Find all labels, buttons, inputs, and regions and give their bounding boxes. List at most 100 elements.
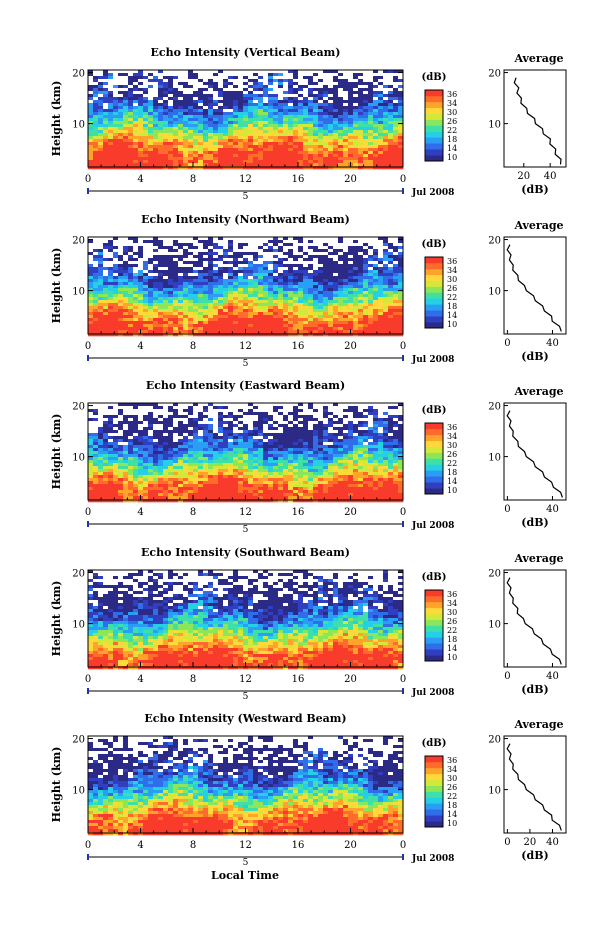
heatmap-cell [393, 258, 398, 261]
colorbar-tick-label: 26 [447, 117, 457, 126]
heatmap-cell [373, 79, 378, 82]
heatmap-cell [118, 97, 123, 100]
heatmap-cell [193, 124, 198, 127]
heatmap-cell [223, 121, 228, 124]
heatmap-cell [138, 124, 143, 127]
heatmap-cell [378, 258, 383, 261]
heatmap-cell [223, 288, 228, 291]
heatmap-cell [238, 430, 243, 433]
heatmap-cell [258, 139, 263, 142]
heatmap-cell [343, 240, 348, 243]
heatmap-cell [103, 270, 108, 273]
heatmap-cell [238, 85, 243, 88]
heatmap-cell [383, 264, 388, 267]
heatmap-cell [183, 88, 188, 91]
heatmap-cell [113, 130, 118, 133]
heatmap-cell [333, 276, 338, 279]
heatmap-cell [128, 418, 133, 421]
heatmap-cell [238, 427, 243, 430]
heatmap-cell [328, 294, 333, 297]
heatmap-cell [198, 246, 203, 249]
heatmap-cell [233, 264, 238, 267]
heatmap-cell [378, 103, 383, 106]
heatmap-cell [358, 291, 363, 294]
heatmap-cell [248, 154, 253, 157]
heatmap-cell [283, 279, 288, 282]
heatmap-cell [383, 303, 388, 306]
heatmap-cell [88, 133, 93, 136]
heatmap-cell [288, 163, 293, 166]
heatmap-cell [108, 424, 113, 427]
heatmap-cell [283, 297, 288, 300]
heatmap-cell [213, 270, 218, 273]
heatmap-cell [188, 130, 193, 133]
heatmap-cell [383, 133, 388, 136]
heatmap-cell [93, 303, 98, 306]
heatmap-cell [128, 85, 133, 88]
heatmap-cell [153, 421, 158, 424]
heatmap-cell [138, 97, 143, 100]
heatmap-cell [393, 267, 398, 270]
heatmap-cell [133, 258, 138, 261]
heatmap-cell [238, 103, 243, 106]
heatmap-cell [358, 303, 363, 306]
heatmap-cell [138, 261, 143, 264]
heatmap-cell [193, 433, 198, 436]
heatmap-cell [278, 430, 283, 433]
heatmap-cell [273, 136, 278, 139]
heatmap-cell [173, 73, 178, 76]
heatmap-cell [258, 312, 263, 315]
heatmap-cell [293, 309, 298, 312]
heatmap-cell [188, 133, 193, 136]
heatmap-cell [343, 88, 348, 91]
heatmap-cell [213, 127, 218, 130]
heatmap-cell [283, 294, 288, 297]
heatmap-cell [328, 127, 333, 130]
heatmap-cell [298, 276, 303, 279]
heatmap-cell [318, 333, 323, 336]
heatmap-cell [128, 160, 133, 163]
heatmap-cell [248, 273, 253, 276]
heatmap-cell [353, 103, 358, 106]
heatmap-cell [138, 142, 143, 145]
heatmap-cell [393, 276, 398, 279]
heatmap-cell [298, 118, 303, 121]
heatmap-cell [278, 79, 283, 82]
heatmap-cell [163, 151, 168, 154]
heatmap-cell [183, 166, 188, 169]
heatmap-cell [203, 267, 208, 270]
heatmap-cell [128, 121, 133, 124]
heatmap-cell [148, 261, 153, 264]
heatmap-cell [178, 327, 183, 330]
heatmap-cell [163, 285, 168, 288]
heatmap-cell [148, 291, 153, 294]
heatmap-cell [268, 327, 273, 330]
heatmap-cell [143, 279, 148, 282]
heatmap-cell [258, 264, 263, 267]
heatmap-cell [218, 300, 223, 303]
heatmap-cell [273, 255, 278, 258]
heatmap-cell [98, 406, 103, 409]
heatmap-cell [228, 82, 233, 85]
heatmap-cell [333, 130, 338, 133]
heatmap-cell [93, 76, 98, 79]
heatmap-cell [208, 106, 213, 109]
heatmap-cell [113, 160, 118, 163]
heatmap-cell [313, 318, 318, 321]
colorbar-segment [425, 131, 443, 137]
heatmap-cell [268, 91, 273, 94]
heatmap-cell [248, 285, 253, 288]
heatmap-cell [258, 288, 263, 291]
heatmap-cell [183, 94, 188, 97]
heatmap-cell [303, 82, 308, 85]
heatmap-cell [168, 130, 173, 133]
heatmap-cell [103, 300, 108, 303]
heatmap-cell [98, 82, 103, 85]
heatmap-cell [358, 240, 363, 243]
heatmap-cell [188, 421, 193, 424]
heatmap-cell [203, 321, 208, 324]
heatmap-cell [223, 79, 228, 82]
heatmap-cell [233, 300, 238, 303]
heatmap-cell [218, 327, 223, 330]
heatmap-cell [223, 330, 228, 333]
